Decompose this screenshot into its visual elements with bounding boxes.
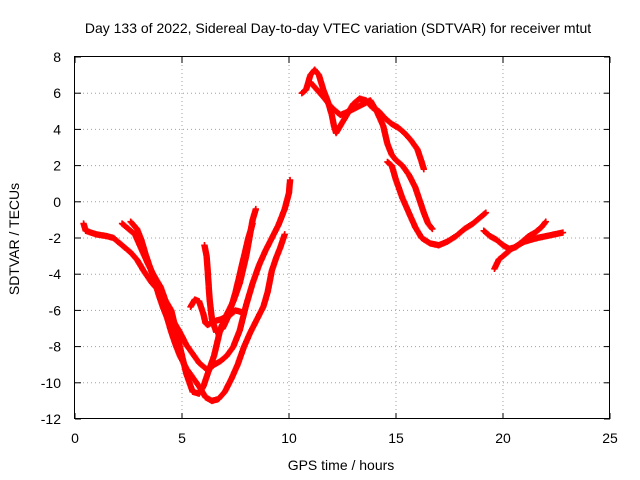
interpolated-points <box>299 67 427 172</box>
y-tick-label: -6 <box>49 302 62 318</box>
plot-frame <box>74 56 610 419</box>
x-tick-label: 15 <box>388 430 404 446</box>
y-tick-label: 6 <box>53 85 61 101</box>
y-tick-label: -8 <box>49 339 62 355</box>
x-tick-labels: 0 5 10 15 20 25 <box>71 430 618 446</box>
y-tick-label: -10 <box>41 375 61 391</box>
y-tick-label: -2 <box>49 230 62 246</box>
y-tick-label: -4 <box>49 266 62 282</box>
y-tick-label: 4 <box>53 121 61 137</box>
series-arc-3 <box>127 218 288 405</box>
y-tick-labels: -12 -10 -8 -6 -4 -2 0 2 4 6 8 <box>41 49 61 427</box>
x-tick-label: 10 <box>281 430 297 446</box>
series-arc-6 <box>298 66 428 173</box>
x-tick-label: 5 <box>178 430 186 446</box>
interpolated-points <box>385 159 489 249</box>
interpolated-points <box>128 219 288 404</box>
x-tick-label: 20 <box>495 430 511 446</box>
grid-lines <box>75 57 610 419</box>
interpolated-points <box>201 221 256 335</box>
series-arc-7 <box>307 79 436 233</box>
chart-title: Day 133 of 2022, Sidereal Day-to-day VTE… <box>85 20 591 36</box>
interpolated-points <box>308 80 435 232</box>
y-tick-label: 0 <box>53 194 61 210</box>
y-tick-label: 2 <box>53 158 61 174</box>
x-tick-label: 0 <box>71 430 79 446</box>
y-axis-label: SDTVAR / TECUs <box>6 183 22 295</box>
y-tick-label: -12 <box>41 411 61 427</box>
y-tick-label: 8 <box>53 49 61 65</box>
x-axis-label: GPS time / hours <box>288 457 395 473</box>
series-arc-8 <box>384 158 490 249</box>
x-tick-label: 25 <box>602 430 618 446</box>
series-arc-10 <box>491 229 567 272</box>
data-points <box>80 66 567 405</box>
series-arc-5 <box>201 220 256 336</box>
interpolated-points <box>491 229 565 271</box>
